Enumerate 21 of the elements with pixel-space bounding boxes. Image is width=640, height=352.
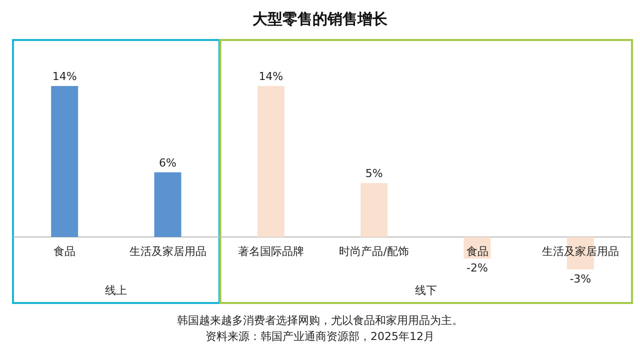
data-label: 14% xyxy=(52,70,77,83)
x-tick-label: 食品 xyxy=(466,245,488,258)
bar xyxy=(51,86,78,237)
data-label: 14% xyxy=(258,70,284,83)
chart-title: 大型零售的销售增长 xyxy=(252,10,388,28)
bar xyxy=(360,183,388,237)
text: 线上 xyxy=(105,284,128,297)
x-tick-label: 生活及家居用品 xyxy=(542,245,619,258)
x-tick-label: 时尚产品/配饰 xyxy=(339,245,409,258)
bar xyxy=(154,172,182,237)
data-label: 5% xyxy=(365,167,383,180)
x-tick-label: 著名国际品牌 xyxy=(238,245,304,258)
data-label: 6% xyxy=(159,156,176,170)
text: 线下 xyxy=(415,284,438,297)
data-label: -3% xyxy=(570,272,592,286)
data-label: -2% xyxy=(466,262,488,275)
text: 资料来源：韩国产业通商资源部，2025年12月 xyxy=(206,330,434,343)
x-tick-label: 生活及家居用品 xyxy=(129,245,206,258)
bar xyxy=(257,86,284,237)
x-tick-label: 食品 xyxy=(54,245,76,258)
text: 韩国越来越多消费者选择网购，尤以食品和家用用品为主。 xyxy=(177,314,463,327)
